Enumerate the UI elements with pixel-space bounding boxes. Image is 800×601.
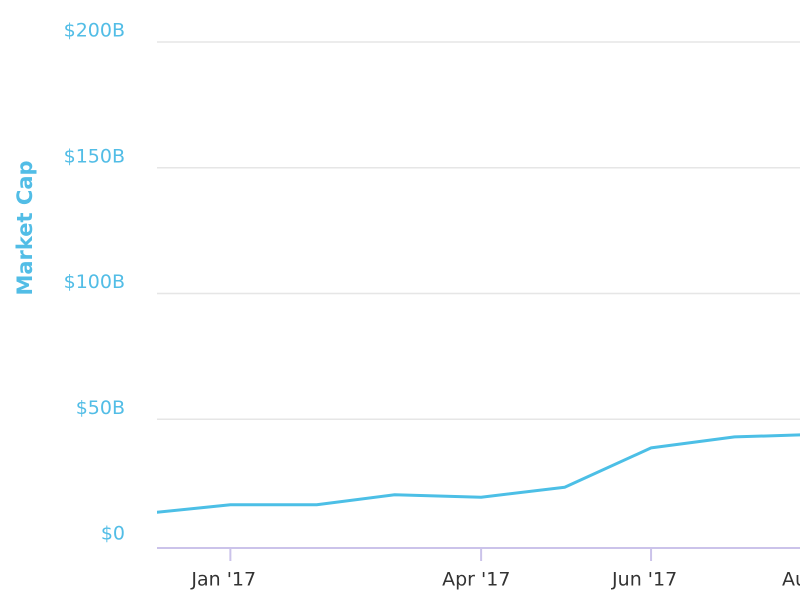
y-tick-label: $150B (64, 145, 125, 167)
y-axis-title: Market Cap (13, 160, 37, 295)
x-tick-label: Au (782, 569, 800, 591)
y-tick-label: $200B (64, 20, 125, 42)
y-tick-label: $50B (76, 397, 125, 419)
x-tick-label: Apr '17 (442, 569, 510, 591)
x-tick-label: Jun '17 (611, 569, 677, 591)
y-tick-label: $0 (101, 523, 125, 545)
y-tick-label: $100B (64, 271, 125, 293)
line (157, 433, 800, 514)
plot-area (157, 433, 800, 514)
x-tick-label: Jan '17 (190, 569, 256, 591)
